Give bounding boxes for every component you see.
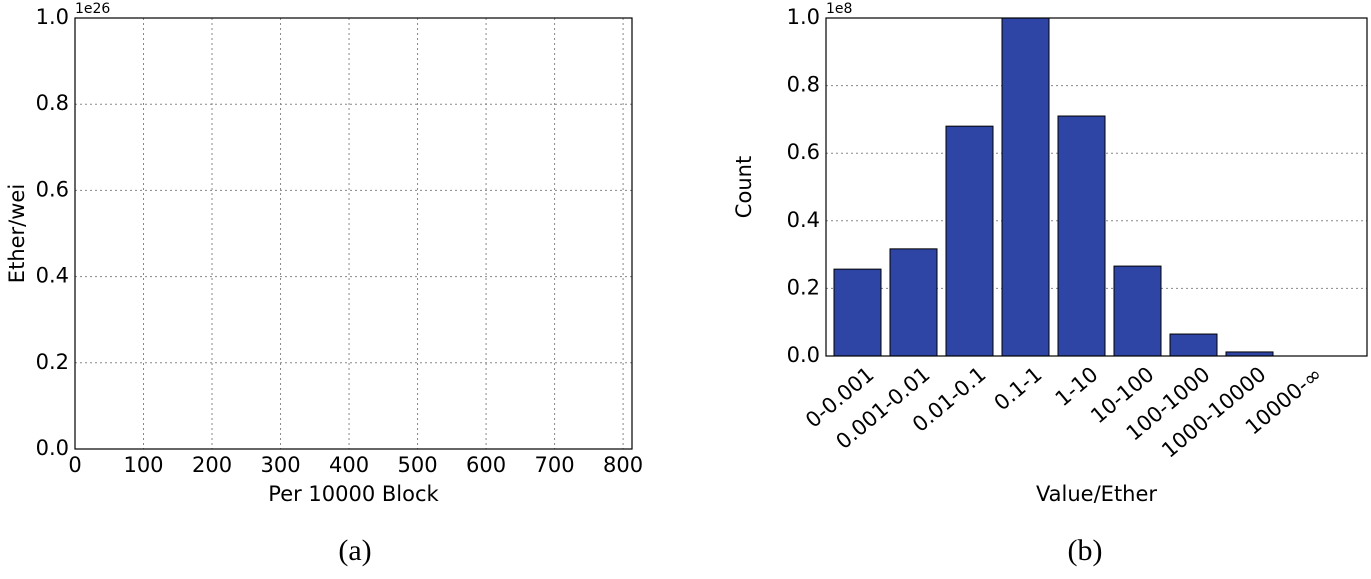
y-axis-label: Count [732,156,756,218]
bar [889,248,938,357]
bar [1057,115,1106,357]
y-tick-label: 0.0 [36,436,69,460]
y-tick-label: 0.8 [787,73,820,97]
x-tick-label: 600 [466,453,506,477]
bar [833,268,882,357]
x-tick-label: 200 [192,453,232,477]
x-tick-label: 300 [260,453,300,477]
y-tick-label: 0.4 [787,208,820,232]
y-axis-label: Ether/wei [5,184,29,283]
y-tick-label: 0.8 [36,91,69,115]
y-tick-label: 0.4 [36,264,69,288]
bar [1169,333,1218,357]
bar [945,125,994,357]
y-tick-label: 0.6 [36,177,69,201]
caption: (a) [338,534,371,567]
y-tick-label: 0.2 [36,350,69,374]
bar [1001,17,1050,357]
y-offset-label: 1e26 [75,1,110,17]
x-tick-label: 700 [535,453,575,477]
x-tick-label: 800 [603,453,643,477]
x-axis-label: Per 10000 Block [268,482,439,506]
plot-frame [825,17,1368,357]
x-tick-label: 0 [68,453,81,477]
x-tick-label: 0.1-1 [990,362,1047,415]
bar [1225,351,1274,357]
y-tick-label: 1.0 [36,5,69,29]
x-tick-label: 100 [123,453,163,477]
y-tick-label: 0.0 [787,343,820,367]
y-offset-label: 1e8 [826,1,852,17]
y-tick-label: 0.2 [787,275,820,299]
caption: (b) [1068,534,1103,567]
x-axis-label: Value/Ether [1036,482,1157,506]
x-tick-label: 400 [329,453,369,477]
x-tick-label: 500 [398,453,438,477]
y-tick-label: 0.6 [787,140,820,164]
bar [1113,265,1162,357]
y-tick-label: 1.0 [787,5,820,29]
plot-frame [74,17,633,450]
